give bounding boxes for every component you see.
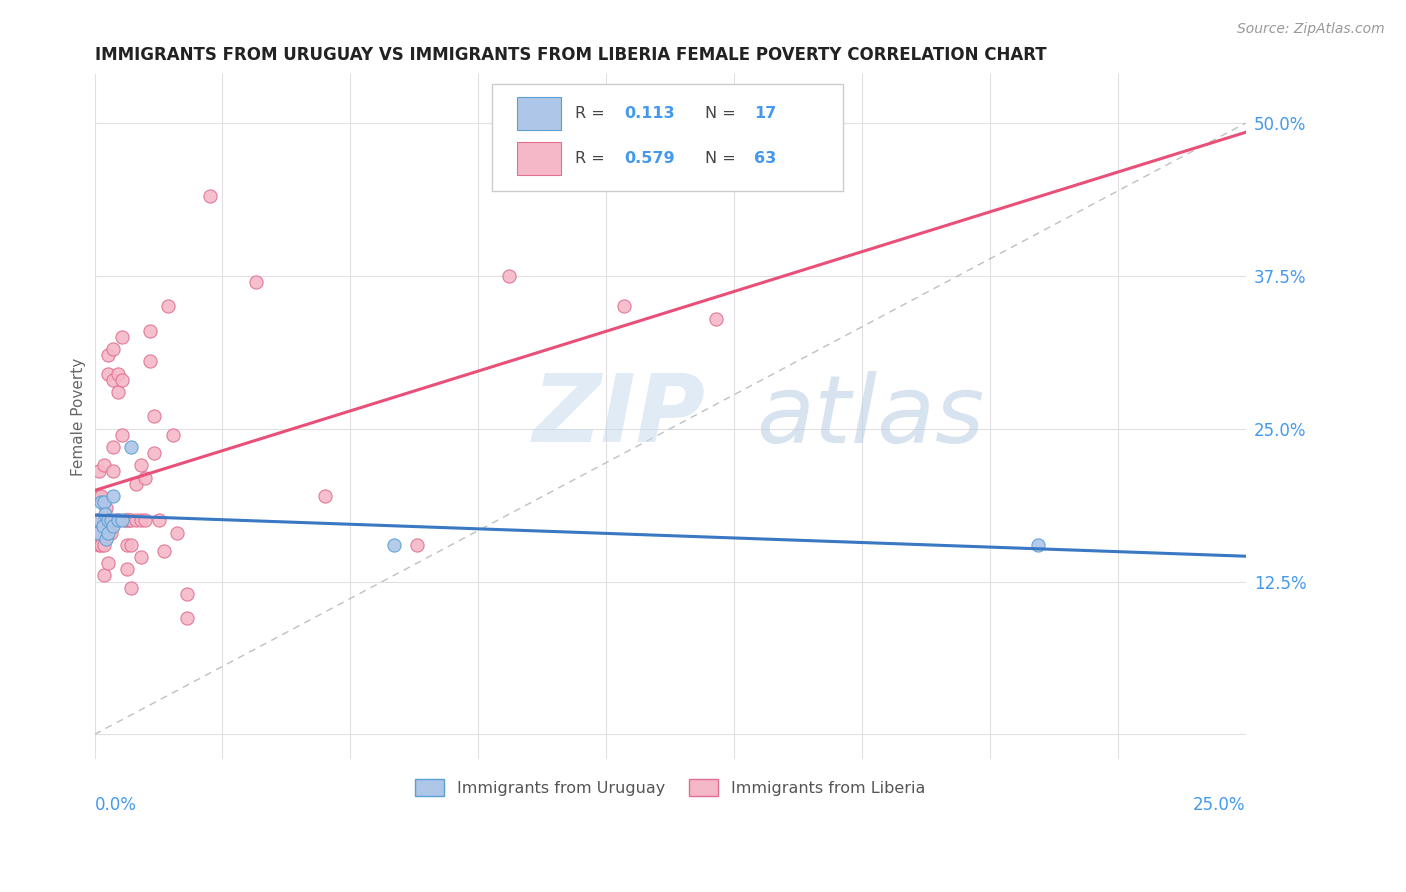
Text: 25.0%: 25.0%	[1194, 797, 1246, 814]
Point	[125, 513, 148, 527]
Text: 0.579: 0.579	[624, 151, 675, 166]
Bar	[517, 142, 561, 175]
Point	[115, 562, 138, 576]
Point	[406, 538, 429, 552]
Point	[314, 489, 336, 503]
Point	[97, 556, 120, 570]
Point	[87, 489, 110, 503]
Point	[87, 525, 110, 540]
Text: Source: ZipAtlas.com: Source: ZipAtlas.com	[1237, 22, 1385, 37]
Point	[162, 427, 184, 442]
Text: atlas: atlas	[756, 371, 984, 462]
Point	[97, 525, 120, 540]
Text: 63: 63	[754, 151, 776, 166]
Point	[129, 549, 152, 564]
Point	[89, 465, 111, 479]
Point	[101, 465, 124, 479]
Point	[94, 532, 117, 546]
Point	[100, 513, 122, 527]
Point	[1028, 538, 1050, 552]
Point	[89, 538, 111, 552]
Point	[704, 311, 727, 326]
Point	[90, 489, 112, 503]
Point	[93, 458, 115, 473]
Legend: Immigrants from Uruguay, Immigrants from Liberia: Immigrants from Uruguay, Immigrants from…	[409, 772, 931, 802]
Point	[93, 495, 115, 509]
Point	[97, 348, 120, 362]
Point	[134, 513, 156, 527]
Point	[120, 513, 142, 527]
Text: R =: R =	[575, 151, 609, 166]
Point	[134, 470, 156, 484]
Point	[97, 513, 120, 527]
Bar	[517, 97, 561, 130]
Point	[90, 538, 112, 552]
Y-axis label: Female Poverty: Female Poverty	[72, 358, 86, 475]
Point	[89, 513, 111, 527]
Point	[115, 513, 138, 527]
Point	[93, 568, 115, 582]
Point	[97, 513, 120, 527]
Text: 0.0%: 0.0%	[94, 797, 136, 814]
Point	[101, 440, 124, 454]
Point	[104, 513, 127, 527]
Point	[152, 544, 174, 558]
Point	[90, 495, 112, 509]
Point	[93, 513, 115, 527]
Point	[100, 525, 122, 540]
Text: IMMIGRANTS FROM URUGUAY VS IMMIGRANTS FROM LIBERIA FEMALE POVERTY CORRELATION CH: IMMIGRANTS FROM URUGUAY VS IMMIGRANTS FR…	[94, 46, 1046, 64]
Point	[613, 300, 636, 314]
Point	[498, 268, 520, 283]
Point	[86, 513, 108, 527]
Point	[93, 508, 115, 522]
Point	[139, 354, 162, 368]
Text: N =: N =	[704, 106, 741, 121]
Point	[89, 513, 111, 527]
Point	[166, 525, 188, 540]
Point	[107, 513, 129, 527]
Point	[87, 525, 110, 540]
Point	[176, 611, 198, 625]
Text: ZIP: ZIP	[531, 370, 704, 462]
Point	[101, 342, 124, 356]
Point	[91, 519, 114, 533]
Point	[111, 373, 134, 387]
Point	[129, 458, 152, 473]
Point	[245, 275, 267, 289]
Text: N =: N =	[704, 151, 741, 166]
Point	[101, 519, 124, 533]
Point	[120, 581, 142, 595]
Point	[107, 384, 129, 399]
Point	[101, 489, 124, 503]
Point	[107, 513, 129, 527]
Point	[107, 367, 129, 381]
Text: R =: R =	[575, 106, 609, 121]
FancyBboxPatch shape	[492, 85, 842, 191]
Point	[94, 501, 117, 516]
Point	[120, 538, 142, 552]
Point	[198, 189, 221, 203]
Point	[111, 427, 134, 442]
Point	[97, 367, 120, 381]
Point	[148, 513, 170, 527]
Point	[89, 489, 111, 503]
Point	[93, 538, 115, 552]
Point	[143, 409, 166, 424]
Point	[382, 538, 405, 552]
Point	[101, 373, 124, 387]
Point	[111, 513, 134, 527]
Point	[111, 330, 134, 344]
Point	[114, 513, 136, 527]
Point	[118, 513, 141, 527]
Point	[139, 324, 162, 338]
Point	[129, 513, 152, 527]
Point	[143, 446, 166, 460]
Point	[176, 587, 198, 601]
Text: 0.113: 0.113	[624, 106, 675, 121]
Point	[120, 440, 142, 454]
Text: 17: 17	[754, 106, 776, 121]
Point	[115, 538, 138, 552]
Point	[157, 300, 180, 314]
Point	[125, 476, 148, 491]
